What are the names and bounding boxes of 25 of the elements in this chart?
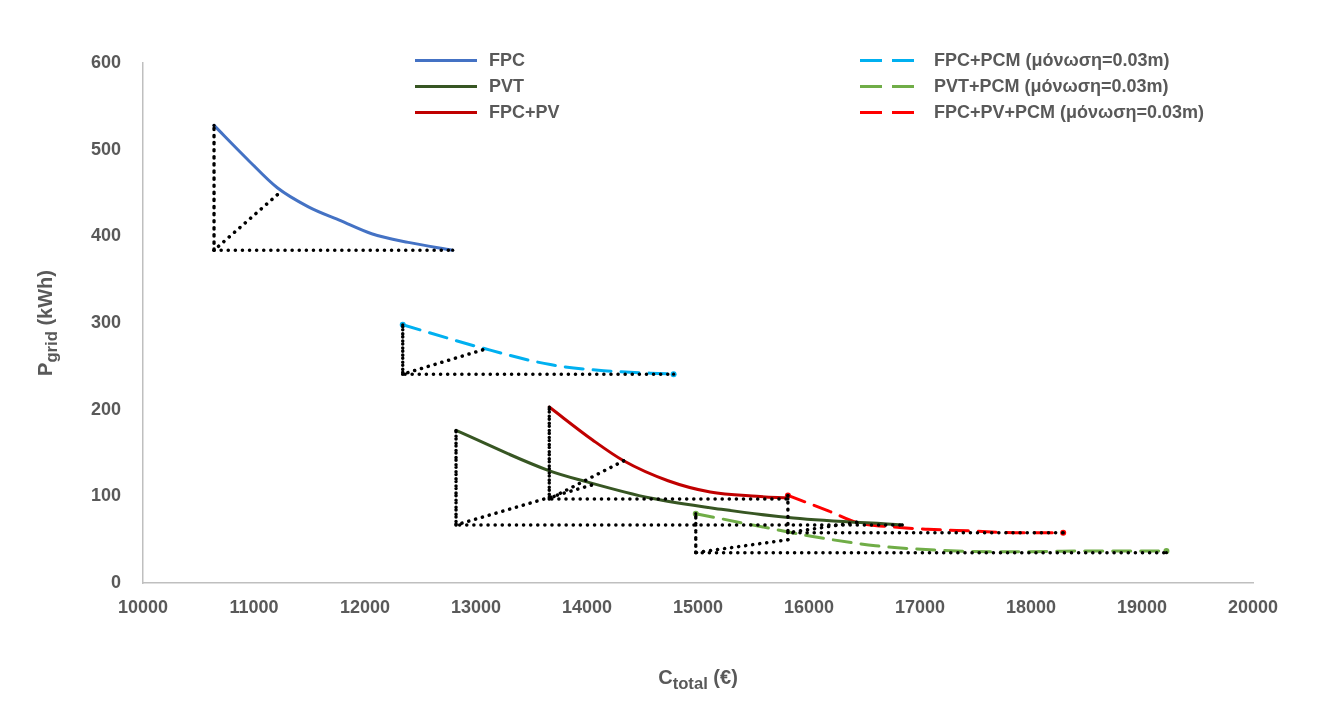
x-tick-label: 18000: [1005, 596, 1057, 617]
y-tick-label: 600: [90, 51, 121, 72]
x-tick-label: 16000: [783, 596, 835, 617]
x-tick-label: 11000: [229, 596, 279, 617]
x-tick-label: 13000: [450, 596, 502, 617]
legend-label: PVT: [489, 75, 525, 97]
y-tick-label: 500: [90, 138, 121, 159]
x-tick-label: 12000: [339, 596, 391, 617]
x-tick-label: 19000: [1116, 596, 1168, 617]
y-tick-label: 200: [90, 398, 121, 419]
y-tick-label: 300: [90, 311, 121, 332]
y-tick-label: 100: [90, 485, 121, 506]
legend-label: FPC+PV: [489, 101, 560, 123]
x-tick-label: 14000: [561, 596, 613, 617]
x-tick-label: 15000: [672, 596, 724, 617]
x-tick-label: 20000: [1227, 596, 1279, 617]
x-tick-label: 17000: [894, 596, 946, 617]
y-tick-label: 400: [90, 225, 121, 246]
legend-label: FPC: [489, 49, 525, 71]
legend-label: PVT+PCM (μόνωση=0.03m): [934, 75, 1169, 97]
y-tick-label: 0: [110, 571, 121, 592]
legend-label: FPC+PCM (μόνωση=0.03m): [934, 49, 1170, 71]
x-axis-title: C$_{total}$ (€): [658, 666, 738, 694]
legend-label: FPC+PV+PCM (μόνωση=0.03m): [934, 101, 1205, 123]
x-tick-label: 10000: [117, 596, 169, 617]
